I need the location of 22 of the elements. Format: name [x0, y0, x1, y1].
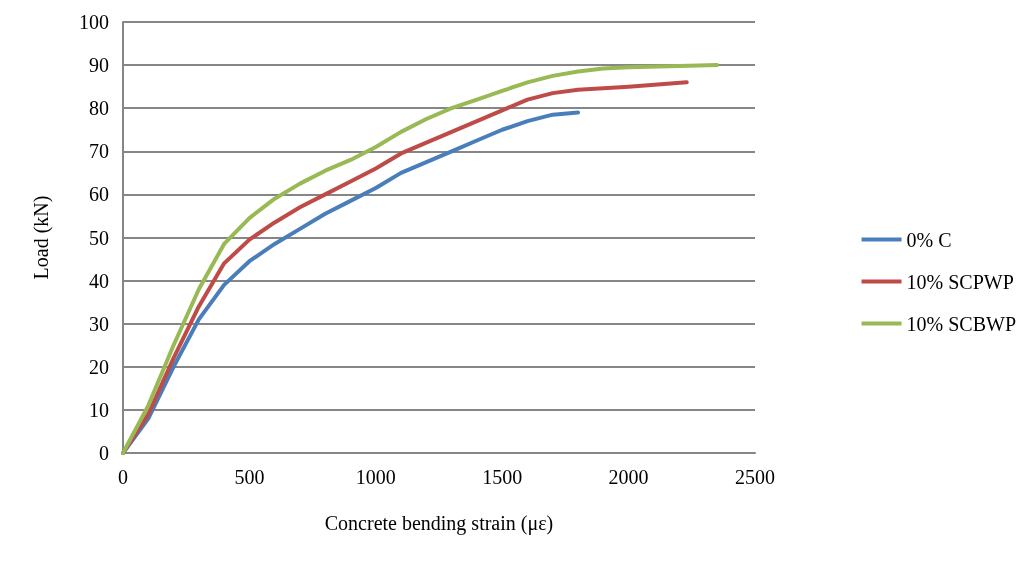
y-tick-label: 10: [89, 398, 109, 421]
y-tick-label: 80: [89, 97, 109, 120]
x-tick-label: 1000: [355, 466, 396, 488]
legend-label: 10% SCPWP: [906, 270, 1014, 293]
y-tick-label: 90: [89, 54, 109, 77]
x-tick-label: 500: [234, 466, 265, 488]
x-tick-label: 2500: [735, 466, 775, 488]
y-tick-label: 70: [89, 140, 109, 163]
y-tick-label: 30: [89, 312, 109, 335]
y-tick-label: 100: [79, 11, 109, 33]
x-tick-label: 2000: [608, 466, 649, 488]
y-tick-label: 50: [89, 226, 109, 249]
y-axis-title: Load (kN): [30, 195, 53, 280]
y-tick-label: 20: [89, 355, 109, 378]
x-tick-label: 1500: [482, 466, 523, 488]
x-tick-label: 0: [118, 466, 128, 488]
y-tick-label: 60: [89, 183, 109, 206]
y-tick-label: 0: [99, 442, 109, 464]
legend-label: 0% C: [906, 228, 952, 251]
y-tick-label: 40: [89, 269, 109, 292]
x-axis-title: Concrete bending strain (με): [324, 512, 554, 535]
legend-label: 10% SCBWP: [906, 312, 1017, 335]
